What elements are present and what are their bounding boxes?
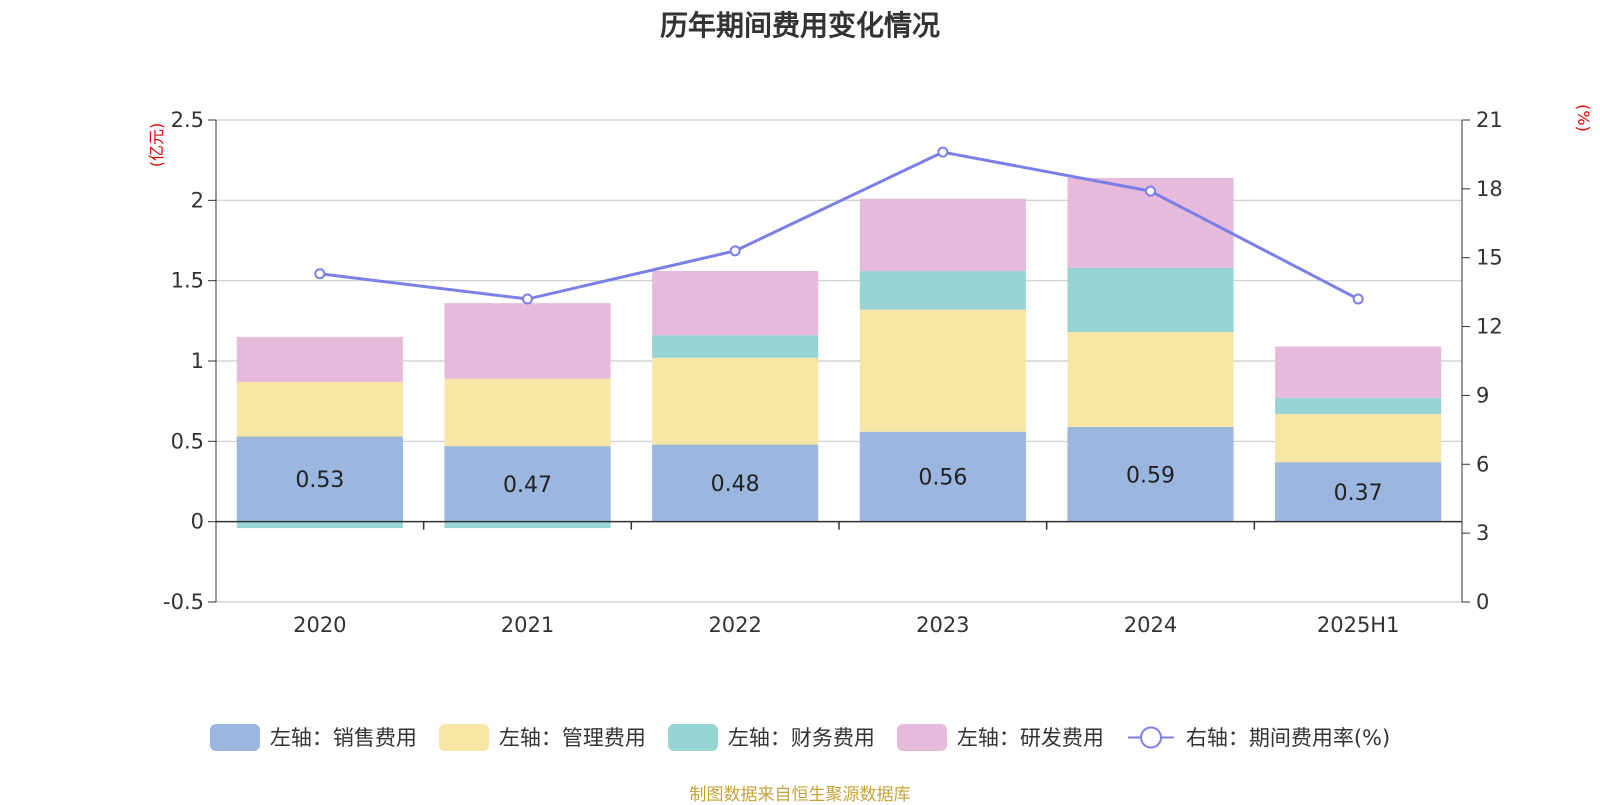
- data-label: 0.53: [295, 468, 344, 493]
- bar-segment: [859, 431, 1026, 522]
- bar-segment: [652, 357, 819, 445]
- expense-ratio-line: [319, 150, 1359, 301]
- x-tick-label: 2025H1: [1317, 613, 1400, 637]
- legend-swatch-rnd: [896, 723, 947, 751]
- bar-segment: [236, 381, 403, 437]
- left-tick-label: 0: [191, 510, 204, 534]
- left-tick-label: -0.5: [163, 590, 204, 614]
- bar-segment: [1067, 426, 1234, 522]
- legend-swatch-admin: [438, 723, 489, 751]
- line-point: [937, 146, 949, 158]
- legend-swatch-expense-ratio: [1127, 726, 1174, 748]
- data-label: 0.47: [503, 473, 552, 498]
- bar-segment: [1275, 414, 1442, 463]
- legend-item-admin[interactable]: 左轴：管理费用: [438, 722, 646, 752]
- legend-swatch-sales: [209, 723, 260, 751]
- data-label: 0.59: [1126, 463, 1175, 488]
- bar-segment: [444, 446, 611, 522]
- left-tick-label: 1: [191, 349, 204, 373]
- left-axis-unit: (亿元): [147, 123, 166, 168]
- chart-title: 历年期间费用变化情况: [659, 9, 940, 42]
- x-tick-label: 2023: [916, 613, 969, 637]
- legend-item-finance[interactable]: 左轴：财务费用: [667, 722, 875, 752]
- legend-item-sales[interactable]: 左轴：销售费用: [209, 722, 417, 752]
- data-label: 0.48: [711, 472, 760, 497]
- right-tick-label: 3: [1476, 521, 1489, 545]
- bar-segment: [1067, 332, 1234, 427]
- legend-item-expense-ratio[interactable]: 右轴：期间费用率(%): [1126, 722, 1390, 752]
- bar-series: [236, 177, 1442, 529]
- left-tick-label: 2.5: [171, 108, 204, 132]
- line-point: [1352, 293, 1364, 305]
- bar-segment: [1275, 346, 1442, 398]
- legend-label-admin: 左轴：管理费用: [498, 726, 646, 750]
- legend-label-sales: 左轴：销售费用: [269, 726, 417, 750]
- bar-segment: [444, 378, 611, 447]
- legend: 左轴：销售费用 左轴：管理费用 左轴：财务费用 左轴：研发费用 右轴：期间费用率…: [0, 722, 1600, 752]
- bar-segment: [1067, 267, 1234, 333]
- bar-segment: [444, 303, 611, 379]
- bar-segment: [236, 436, 403, 522]
- line-point: [522, 293, 533, 305]
- right-axis-unit: (%): [1574, 104, 1593, 132]
- bar-segment: [652, 335, 819, 358]
- line-series: [314, 146, 1364, 305]
- bar-segment: [236, 336, 403, 382]
- data-label: 0.37: [1334, 481, 1383, 506]
- legend-label-rnd: 左轴：研发费用: [956, 726, 1104, 750]
- x-tick-label: 2022: [708, 613, 761, 637]
- legend-label-expense-ratio: 右轴：期间费用率(%): [1185, 726, 1391, 750]
- right-tick-label: 18: [1476, 177, 1503, 201]
- right-tick-label: 6: [1476, 452, 1489, 476]
- source-note: 制图数据来自恒生聚源数据库: [689, 785, 911, 805]
- right-tick-label: 12: [1476, 315, 1503, 339]
- x-tick-label: 2020: [293, 613, 346, 637]
- axes: 2.5 2 1.5 1 0.5 0 -0.5 21 18 15 12 9 6 3 0 2020 2021 2022…: [163, 108, 1503, 637]
- bar-segment: [652, 271, 819, 336]
- bar-segment: [1275, 397, 1442, 415]
- bar-segment: [859, 309, 1026, 432]
- line-point: [314, 268, 326, 280]
- right-tick-label: 9: [1476, 383, 1489, 407]
- bar-segment: [444, 521, 611, 529]
- legend-swatch-finance: [667, 723, 718, 751]
- line-point: [1145, 185, 1156, 197]
- left-tick-label: 0.5: [171, 429, 204, 453]
- data-labels: 0.53 0.47 0.48 0.56 0.59 0.37: [295, 463, 1382, 506]
- right-tick-label: 15: [1476, 246, 1503, 270]
- bar-segment: [859, 198, 1026, 272]
- bar-segment: [859, 271, 1026, 310]
- x-tick-label: 2024: [1124, 613, 1177, 637]
- legend-item-rnd[interactable]: 左轴：研发费用: [896, 722, 1104, 752]
- left-tick-label: 1.5: [171, 269, 204, 293]
- right-tick-label: 21: [1476, 108, 1503, 132]
- line-point: [729, 245, 741, 257]
- left-tick-label: 2: [191, 188, 204, 212]
- x-tick-label: 2021: [501, 613, 554, 637]
- bar-segment: [652, 444, 819, 522]
- bar-segment: [236, 521, 403, 529]
- legend-label-finance: 左轴：财务费用: [727, 726, 875, 750]
- bar-segment: [1275, 462, 1442, 522]
- data-label: 0.56: [918, 466, 967, 491]
- right-tick-label: 0: [1476, 590, 1489, 614]
